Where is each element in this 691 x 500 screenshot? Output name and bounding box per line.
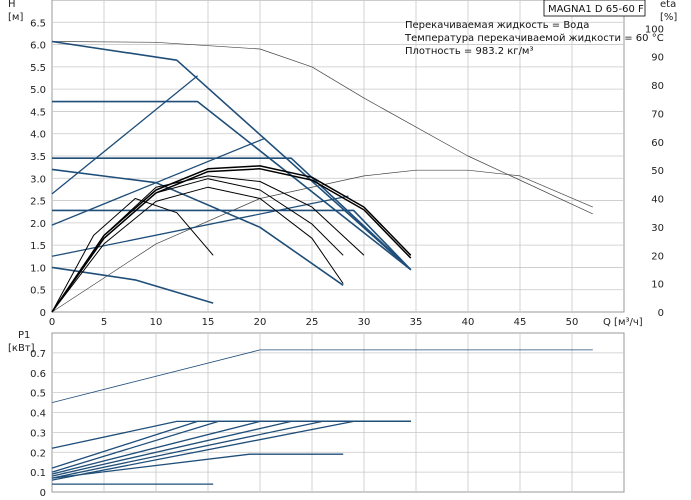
eta-tick-label: 0 xyxy=(658,308,664,319)
power-tick-label: 0.6 xyxy=(30,369,46,380)
eta-tick-label: 80 xyxy=(651,81,664,92)
power-curves xyxy=(51,349,593,485)
eta-curve-line xyxy=(51,168,412,313)
eta-curve-line xyxy=(51,186,344,313)
system-curve-line xyxy=(51,195,349,257)
power-curve-line xyxy=(51,420,411,481)
system-curve-line xyxy=(51,75,199,195)
system-curve-line xyxy=(51,137,266,226)
flow-tick-label: 50 xyxy=(566,317,579,328)
power-curve-line xyxy=(51,420,411,477)
eta-curve-line xyxy=(51,198,214,313)
power-tick-label: 0.7 xyxy=(30,349,46,360)
head-tick-label: 6.0 xyxy=(30,41,46,52)
info-temperature: Температура перекачиваемой жидкости = 60… xyxy=(404,33,664,44)
pump-curve-line xyxy=(52,100,412,271)
max-eta-thin-line xyxy=(51,169,593,313)
info-liquid: Перекачиваемая жидкость = Вода xyxy=(405,20,589,31)
head-tick-labels: 0 5 10 15 20 25 30 35 40 45 50 0 0.5 1.0 1.5 2.0 2.5 3.0 3… xyxy=(30,18,664,328)
power-tick-label: 0 xyxy=(40,488,46,499)
power-tick-label: 0.1 xyxy=(30,468,46,479)
pump-curve-line xyxy=(52,157,412,271)
model-label: MAGNA1 D 65-60 F xyxy=(548,4,644,15)
head-grid xyxy=(51,0,625,313)
head-tick-label: 4.0 xyxy=(30,130,46,141)
power-tick-label: 0.2 xyxy=(30,448,46,459)
power-tick-label: 0.5 xyxy=(30,389,46,400)
eta-axis-label: eta xyxy=(660,0,676,10)
flow-axis-label: Q [м³/ч] xyxy=(603,317,643,328)
power-tick-label: 0.3 xyxy=(30,428,46,439)
pump-curve-line xyxy=(51,266,214,304)
power-axis-label: P1 xyxy=(18,330,30,341)
head-tick-label: 3.0 xyxy=(30,174,46,185)
flow-tick-label: 20 xyxy=(254,317,267,328)
power-curve-line xyxy=(51,453,344,479)
flow-tick-label: 40 xyxy=(462,317,475,328)
head-tick-label: 3.5 xyxy=(30,152,46,163)
power-axis-unit: [кВт] xyxy=(8,343,35,354)
flow-tick-label: 35 xyxy=(410,317,423,328)
flow-tick-label: 0 xyxy=(49,317,55,328)
eta-curve-line xyxy=(51,178,344,313)
flow-tick-label: 15 xyxy=(202,317,215,328)
eta-tick-label: 30 xyxy=(651,223,664,234)
head-tick-label: 0.5 xyxy=(30,286,46,297)
flow-tick-label: 45 xyxy=(514,317,527,328)
head-tick-label: 1.0 xyxy=(30,263,46,274)
head-tick-label: 4.5 xyxy=(30,107,46,118)
power-tick-labels: 0 0.1 0.2 0.3 0.4 0.5 0.6 0.7 xyxy=(30,349,46,499)
head-tick-label: 2.0 xyxy=(30,219,46,230)
pump-curve-line xyxy=(51,168,344,286)
eta-curve-line xyxy=(51,175,365,313)
head-curves xyxy=(51,40,593,313)
eta-tick-label: 90 xyxy=(651,53,664,64)
flow-tick-label: 25 xyxy=(306,317,319,328)
flow-tick-label: 30 xyxy=(358,317,371,328)
pump-curve-line xyxy=(52,209,412,271)
model-label-box xyxy=(543,0,646,17)
info-density: Плотность = 983.2 кг/м³ xyxy=(405,46,534,57)
head-tick-label: 6.5 xyxy=(30,18,46,29)
head-tick-label: 5.0 xyxy=(30,85,46,96)
eta-axis-unit: [%] xyxy=(660,12,677,23)
eta-tick-label: 20 xyxy=(651,251,664,262)
head-tick-label: 5.5 xyxy=(30,63,46,74)
head-tick-label: 2.5 xyxy=(30,197,46,208)
max-power-thin-line xyxy=(51,349,593,403)
power-tick-label: 0.4 xyxy=(30,409,46,420)
eta-tick-label: 10 xyxy=(651,280,664,291)
eta-tick-label: 100 xyxy=(645,24,664,35)
head-tick-label: 0 xyxy=(40,308,46,319)
eta-tick-label: 60 xyxy=(651,138,664,149)
eta-tick-label: 70 xyxy=(651,109,664,120)
flow-tick-label: 10 xyxy=(150,317,163,328)
flow-tick-label: 5 xyxy=(101,317,107,328)
head-axis-unit: [м] xyxy=(8,12,23,23)
head-axis-label: H xyxy=(8,0,16,10)
power-grid xyxy=(51,332,625,493)
eta-tick-label: 40 xyxy=(651,195,664,206)
max-head-thin-line xyxy=(51,41,593,215)
head-tick-label: 1.5 xyxy=(30,241,46,252)
pump-curve-line xyxy=(51,40,412,271)
eta-tick-label: 50 xyxy=(651,166,664,177)
